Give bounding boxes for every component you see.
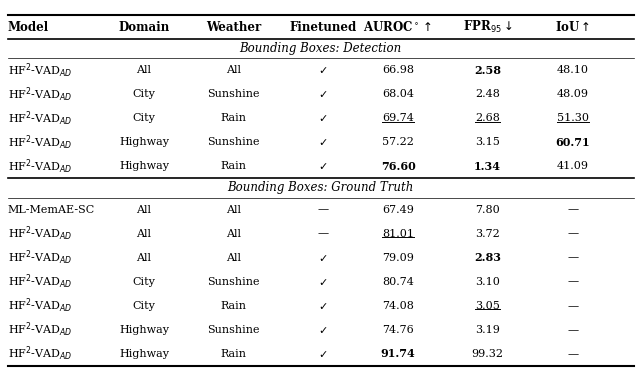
Text: HF$^2$-VAD$_{AD}$: HF$^2$-VAD$_{AD}$ — [8, 109, 72, 127]
Text: 7.80: 7.80 — [476, 205, 500, 215]
Text: —: — — [317, 205, 329, 215]
Text: $\checkmark$: $\checkmark$ — [319, 349, 328, 359]
Text: HF$^2$-VAD$_{AD}$: HF$^2$-VAD$_{AD}$ — [8, 248, 72, 267]
Text: 2.68: 2.68 — [476, 113, 500, 123]
Text: Sunshine: Sunshine — [207, 325, 260, 335]
Text: City: City — [132, 300, 156, 311]
Text: All: All — [226, 205, 241, 215]
Text: HF$^2$-VAD$_{AD}$: HF$^2$-VAD$_{AD}$ — [8, 133, 72, 152]
Text: 67.49: 67.49 — [382, 205, 414, 215]
Text: 57.22: 57.22 — [382, 137, 414, 147]
Text: All: All — [226, 228, 241, 239]
Text: —: — — [567, 300, 579, 311]
Text: Sunshine: Sunshine — [207, 89, 260, 99]
Text: All: All — [226, 65, 241, 75]
Text: City: City — [132, 277, 156, 287]
Text: All: All — [136, 205, 152, 215]
Text: $\checkmark$: $\checkmark$ — [319, 325, 328, 335]
Text: Highway: Highway — [119, 325, 169, 335]
Text: AUROC$^\circ$$\uparrow$: AUROC$^\circ$$\uparrow$ — [364, 20, 433, 34]
Text: —: — — [567, 228, 579, 239]
Text: 51.30: 51.30 — [557, 113, 589, 123]
Text: 68.04: 68.04 — [382, 89, 414, 99]
Text: $\checkmark$: $\checkmark$ — [319, 89, 328, 99]
Text: Bounding Boxes: Detection: Bounding Boxes: Detection — [239, 42, 401, 55]
Text: $\checkmark$: $\checkmark$ — [319, 300, 328, 311]
Text: Rain: Rain — [221, 300, 246, 311]
Text: —: — — [567, 325, 579, 335]
Text: Highway: Highway — [119, 349, 169, 359]
Text: 3.10: 3.10 — [476, 277, 500, 287]
Text: $\checkmark$: $\checkmark$ — [319, 137, 328, 147]
Text: ML-MemAE-SC: ML-MemAE-SC — [8, 205, 95, 215]
Text: $\checkmark$: $\checkmark$ — [319, 65, 328, 75]
Text: City: City — [132, 113, 156, 123]
Text: City: City — [132, 89, 156, 99]
Text: Highway: Highway — [119, 137, 169, 147]
Text: 3.19: 3.19 — [476, 325, 500, 335]
Text: 2.48: 2.48 — [476, 89, 500, 99]
Text: 2.83: 2.83 — [474, 252, 501, 263]
Text: —: — — [567, 277, 579, 287]
Text: 60.71: 60.71 — [556, 137, 590, 148]
Text: 3.15: 3.15 — [476, 137, 500, 147]
Text: 48.09: 48.09 — [557, 89, 589, 99]
Text: 66.98: 66.98 — [382, 65, 414, 75]
Text: Model: Model — [8, 21, 49, 34]
Text: 48.10: 48.10 — [557, 65, 589, 75]
Text: —: — — [567, 205, 579, 215]
Text: FPR$_{95}$$\downarrow$: FPR$_{95}$$\downarrow$ — [463, 19, 513, 35]
Text: Sunshine: Sunshine — [207, 277, 260, 287]
Text: 81.01: 81.01 — [382, 228, 414, 239]
Text: Domain: Domain — [118, 21, 170, 34]
Text: Rain: Rain — [221, 113, 246, 123]
Text: HF$^2$-VAD$_{AD}$: HF$^2$-VAD$_{AD}$ — [8, 224, 72, 243]
Text: —: — — [317, 228, 329, 239]
Text: 3.05: 3.05 — [476, 300, 500, 311]
Text: 3.72: 3.72 — [476, 228, 500, 239]
Text: 99.32: 99.32 — [472, 349, 504, 359]
Text: Weather: Weather — [206, 21, 261, 34]
Text: 74.76: 74.76 — [382, 325, 414, 335]
Text: All: All — [136, 253, 152, 263]
Text: HF$^2$-VAD$_{AD}$: HF$^2$-VAD$_{AD}$ — [8, 157, 72, 176]
Text: Bounding Boxes: Ground Truth: Bounding Boxes: Ground Truth — [227, 181, 413, 195]
Text: 74.08: 74.08 — [382, 300, 414, 311]
Text: HF$^2$-VAD$_{AD}$: HF$^2$-VAD$_{AD}$ — [8, 61, 72, 80]
Text: $\checkmark$: $\checkmark$ — [319, 277, 328, 287]
Text: Highway: Highway — [119, 161, 169, 172]
Text: —: — — [567, 253, 579, 263]
Text: Sunshine: Sunshine — [207, 137, 260, 147]
Text: HF$^2$-VAD$_{AD}$: HF$^2$-VAD$_{AD}$ — [8, 345, 72, 363]
Text: IoU$\uparrow$: IoU$\uparrow$ — [555, 20, 591, 34]
Text: All: All — [136, 228, 152, 239]
Text: HF$^2$-VAD$_{AD}$: HF$^2$-VAD$_{AD}$ — [8, 320, 72, 339]
Text: —: — — [567, 349, 579, 359]
Text: $\checkmark$: $\checkmark$ — [319, 161, 328, 172]
Text: $\checkmark$: $\checkmark$ — [319, 113, 328, 123]
Text: All: All — [136, 65, 152, 75]
Text: 91.74: 91.74 — [381, 348, 415, 359]
Text: $\checkmark$: $\checkmark$ — [319, 253, 328, 263]
Text: 79.09: 79.09 — [382, 253, 414, 263]
Text: HF$^2$-VAD$_{AD}$: HF$^2$-VAD$_{AD}$ — [8, 85, 72, 104]
Text: 76.60: 76.60 — [381, 161, 415, 172]
Text: All: All — [226, 253, 241, 263]
Text: HF$^2$-VAD$_{AD}$: HF$^2$-VAD$_{AD}$ — [8, 296, 72, 315]
Text: 1.34: 1.34 — [474, 161, 501, 172]
Text: 41.09: 41.09 — [557, 161, 589, 172]
Text: 2.58: 2.58 — [474, 65, 501, 76]
Text: 69.74: 69.74 — [382, 113, 414, 123]
Text: Rain: Rain — [221, 349, 246, 359]
Text: Rain: Rain — [221, 161, 246, 172]
Text: HF$^2$-VAD$_{AD}$: HF$^2$-VAD$_{AD}$ — [8, 273, 72, 291]
Text: Finetuned: Finetuned — [289, 21, 357, 34]
Text: 80.74: 80.74 — [382, 277, 414, 287]
